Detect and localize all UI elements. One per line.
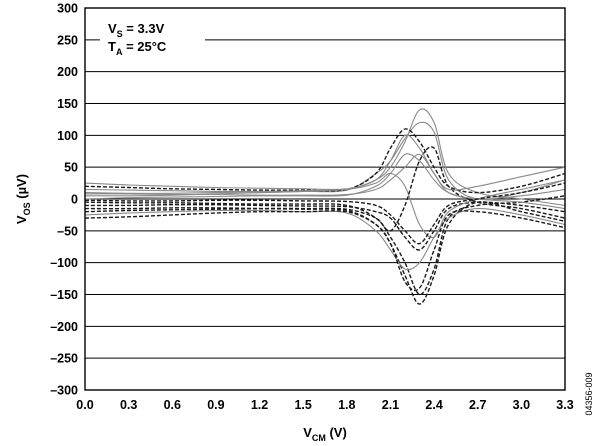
series-curve [84, 153, 566, 210]
x-axis-label: VCM (V) [303, 425, 347, 443]
series-curve [84, 208, 566, 271]
figure-id: 04356-009 [584, 372, 594, 415]
series-curve [84, 153, 566, 200]
y-tick-label: 50 [64, 161, 78, 175]
x-tick-labels: 0.0 0.3 0.6 0.9 1.2 1.5 1.8 2.1 2.4 2.7 3.0 3.3 [76, 398, 573, 412]
x-tick-label: 1.5 [294, 398, 311, 412]
annotation-box [100, 16, 205, 56]
y-tick-label: 300 [57, 2, 78, 16]
series-curve [84, 121, 566, 201]
y-tick-label: –200 [50, 320, 78, 334]
x-tick-label: 2.4 [425, 398, 442, 412]
series-curve [84, 182, 566, 245]
x-tick-label: 2.7 [469, 398, 486, 412]
x-tick-label: 0.0 [76, 398, 93, 412]
y-tick-label: –250 [50, 352, 78, 366]
x-tick-label: 0.3 [120, 398, 137, 412]
y-tick-labels: 300 250 200 150 100 50 0 –50 –100 –150 –200 –250 –30… [50, 2, 78, 398]
supply-voltage-annotation: VS = 3.3V [108, 21, 165, 39]
series-curve [84, 134, 566, 191]
series-curve [84, 172, 566, 239]
y-tick-label: 0 [71, 193, 78, 207]
series-curve [84, 195, 566, 296]
y-tick-label: 200 [57, 65, 78, 79]
series-curve [84, 210, 566, 292]
data-curves [84, 108, 566, 305]
y-axis-label: VOS (µV) [14, 174, 32, 224]
y-tick-label: 250 [57, 33, 78, 47]
y-tick-label: –50 [57, 224, 78, 238]
x-tick-label: 1.8 [338, 398, 355, 412]
x-tick-label: 1.2 [251, 398, 268, 412]
x-tick-label: 2.1 [382, 398, 399, 412]
x-tick-label: 3.0 [513, 398, 530, 412]
plot-frame [84, 7, 566, 391]
series-curve [84, 201, 566, 305]
y-tick-label: –150 [50, 288, 78, 302]
y-tick-label: –300 [50, 384, 78, 398]
y-tick-label: 150 [57, 97, 78, 111]
y-tick-label: 100 [57, 129, 78, 143]
series-curve [84, 128, 566, 194]
temperature-annotation: TA = 25°C [108, 39, 167, 57]
y-tick-label: –100 [50, 256, 78, 270]
x-tick-label: 3.3 [556, 398, 573, 412]
grid-lines [85, 39, 565, 359]
x-tick-label: 0.9 [207, 398, 224, 412]
x-tick-label: 0.6 [164, 398, 181, 412]
